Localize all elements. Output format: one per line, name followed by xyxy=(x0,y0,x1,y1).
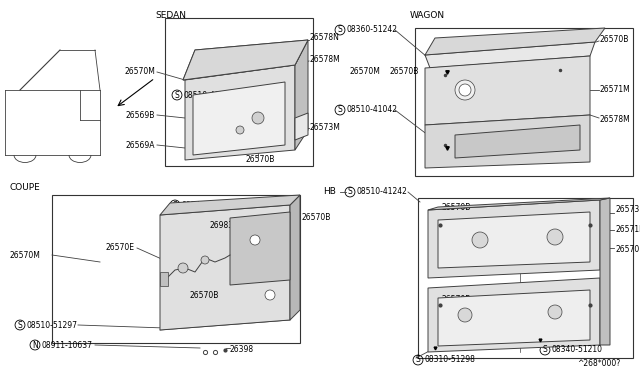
Text: 08540-41212: 08540-41212 xyxy=(181,201,232,209)
Text: 08510-41212: 08510-41212 xyxy=(183,90,234,99)
Circle shape xyxy=(459,84,471,96)
Text: SEDAN: SEDAN xyxy=(155,12,186,20)
Polygon shape xyxy=(290,195,300,320)
Text: 26578N: 26578N xyxy=(310,33,340,42)
Text: 26983: 26983 xyxy=(560,295,584,305)
Circle shape xyxy=(265,290,275,300)
Text: S: S xyxy=(18,321,22,330)
Polygon shape xyxy=(455,125,580,158)
Polygon shape xyxy=(295,40,308,150)
Polygon shape xyxy=(183,40,308,80)
Text: 26570B: 26570B xyxy=(302,214,332,222)
Polygon shape xyxy=(428,198,610,210)
Circle shape xyxy=(250,235,260,245)
Circle shape xyxy=(472,232,488,248)
Text: 08340-51210: 08340-51210 xyxy=(551,346,602,355)
Text: ^268*000?: ^268*000? xyxy=(577,359,620,369)
Polygon shape xyxy=(425,28,605,55)
Polygon shape xyxy=(425,56,590,125)
Text: S: S xyxy=(173,201,177,209)
Bar xyxy=(52,195,300,343)
Text: 26570B: 26570B xyxy=(600,35,629,45)
Text: 26578M: 26578M xyxy=(600,115,631,125)
Text: 26570B: 26570B xyxy=(442,203,472,212)
Polygon shape xyxy=(428,278,600,352)
Text: 08510-41042: 08510-41042 xyxy=(346,106,397,115)
Polygon shape xyxy=(230,212,290,285)
Text: COUPE: COUPE xyxy=(10,183,41,192)
Text: 08360-51242: 08360-51242 xyxy=(346,26,397,35)
Text: 26571M: 26571M xyxy=(600,86,631,94)
Circle shape xyxy=(178,263,188,273)
Polygon shape xyxy=(185,65,295,160)
Text: 26570M: 26570M xyxy=(615,246,640,254)
Text: S: S xyxy=(348,187,353,196)
Polygon shape xyxy=(600,198,610,345)
Text: 26570M: 26570M xyxy=(124,67,155,77)
Text: 26570E: 26570E xyxy=(106,244,135,253)
Polygon shape xyxy=(183,40,308,80)
Circle shape xyxy=(252,112,264,124)
Text: 26569B: 26569B xyxy=(125,110,155,119)
Polygon shape xyxy=(425,115,590,168)
Circle shape xyxy=(547,229,563,245)
Text: 26571M: 26571M xyxy=(615,225,640,234)
Text: 08510-51297: 08510-51297 xyxy=(26,321,77,330)
Text: 26398: 26398 xyxy=(230,346,254,355)
Text: S: S xyxy=(415,356,420,365)
Text: 08911-10637: 08911-10637 xyxy=(41,340,92,350)
Polygon shape xyxy=(160,205,290,330)
Text: WAGON: WAGON xyxy=(410,12,445,20)
Text: 26570B: 26570B xyxy=(390,67,419,77)
Circle shape xyxy=(458,308,472,322)
Text: 08310-51298: 08310-51298 xyxy=(424,356,475,365)
Bar xyxy=(418,198,633,358)
Text: 26570B: 26570B xyxy=(190,291,220,299)
Circle shape xyxy=(455,80,475,100)
Text: S: S xyxy=(338,106,342,115)
Text: 26570M: 26570M xyxy=(10,250,41,260)
Text: 08510-41242: 08510-41242 xyxy=(356,187,407,196)
Text: 26573M: 26573M xyxy=(310,124,341,132)
Text: 26983: 26983 xyxy=(210,221,234,230)
Circle shape xyxy=(201,256,209,264)
Polygon shape xyxy=(295,113,308,140)
Text: 26569A: 26569A xyxy=(125,141,155,150)
Text: HB: HB xyxy=(323,187,336,196)
Text: 26573M: 26573M xyxy=(615,205,640,215)
Bar xyxy=(165,18,313,166)
Text: S: S xyxy=(338,26,342,35)
Polygon shape xyxy=(425,42,595,68)
Text: 26578M: 26578M xyxy=(310,55,340,64)
Polygon shape xyxy=(428,200,600,278)
Text: S: S xyxy=(175,90,179,99)
Circle shape xyxy=(548,305,562,319)
Polygon shape xyxy=(160,195,300,215)
Polygon shape xyxy=(438,290,590,346)
Text: 26570B: 26570B xyxy=(442,295,472,305)
Text: N: N xyxy=(32,340,38,350)
Polygon shape xyxy=(438,212,590,268)
Circle shape xyxy=(236,126,244,134)
Bar xyxy=(160,272,168,286)
Text: 26570M: 26570M xyxy=(349,67,380,77)
Text: S: S xyxy=(543,346,547,355)
Text: 26570B: 26570B xyxy=(245,155,275,164)
Bar xyxy=(415,28,633,176)
Polygon shape xyxy=(193,82,285,155)
